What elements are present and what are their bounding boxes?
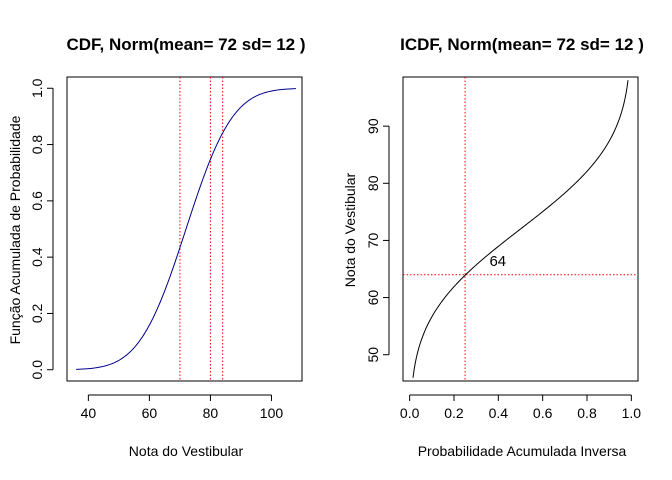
icdf-x-tick-label: 0.4	[489, 405, 509, 421]
icdf-y-tick-label: 70	[365, 232, 381, 248]
cdf-x-tick-label: 40	[81, 405, 97, 421]
icdf-y-tick-label: 90	[365, 118, 381, 134]
cdf-reference-lines	[179, 77, 224, 381]
icdf-y-tick-label: 60	[365, 290, 381, 306]
icdf-x-tick-label: 0.0	[400, 405, 420, 421]
cdf-x-tick-label: 80	[203, 405, 219, 421]
icdf-annotation: 64	[489, 253, 506, 270]
cdf-curve	[76, 88, 296, 370]
cdf-y-tick-label: 1.0	[29, 78, 45, 98]
cdf-x-axis-label: Nota do Vestibular	[129, 443, 244, 459]
cdf-y-tick-label: 0.2	[29, 304, 45, 324]
cdf-x-tick-label: 100	[260, 405, 284, 421]
cdf-plot-box	[66, 76, 303, 382]
icdf-x-tick-label: 0.6	[533, 405, 553, 421]
icdf-plot-box	[402, 76, 639, 382]
cdf-x-ticks: 40 60 80 100	[81, 394, 284, 421]
icdf-panel: ICDF, Norm(mean= 72 sd= 12 ) Probabilida…	[342, 35, 644, 459]
icdf-y-axis-label: Nota do Vestibular	[342, 172, 358, 287]
icdf-curve	[412, 80, 629, 378]
icdf-y-tick-label: 50	[365, 347, 381, 363]
icdf-x-tick-label: 0.2	[444, 405, 464, 421]
icdf-title: ICDF, Norm(mean= 72 sd= 12 )	[400, 35, 644, 54]
cdf-panel: CDF, Norm(mean= 72 sd= 12 ) Nota do Vest…	[7, 35, 306, 459]
cdf-title: CDF, Norm(mean= 72 sd= 12 )	[66, 35, 305, 54]
icdf-reference-lines	[403, 77, 638, 381]
icdf-y-ticks: 50 60 70 80 90	[365, 118, 390, 363]
icdf-x-tick-label: 1.0	[622, 405, 642, 421]
cdf-y-ticks: 0.0 0.2 0.4 0.6 0.8 1.0	[29, 78, 54, 380]
cdf-y-tick-label: 0.6	[29, 191, 45, 211]
cdf-y-axis-label: Função Acumulada de Probabilidade	[7, 115, 23, 344]
cdf-y-tick-label: 0.8	[29, 135, 45, 155]
icdf-x-axis-label: Probabilidade Acumulada Inversa	[418, 443, 627, 459]
cdf-x-tick-label: 60	[142, 405, 158, 421]
cdf-y-tick-label: 0.4	[29, 247, 45, 267]
icdf-y-tick-label: 80	[365, 175, 381, 191]
icdf-x-tick-label: 0.8	[577, 405, 597, 421]
icdf-x-ticks: 0.0 0.2 0.4 0.6 0.8 1.0	[400, 394, 642, 421]
cdf-y-tick-label: 0.0	[29, 360, 45, 380]
